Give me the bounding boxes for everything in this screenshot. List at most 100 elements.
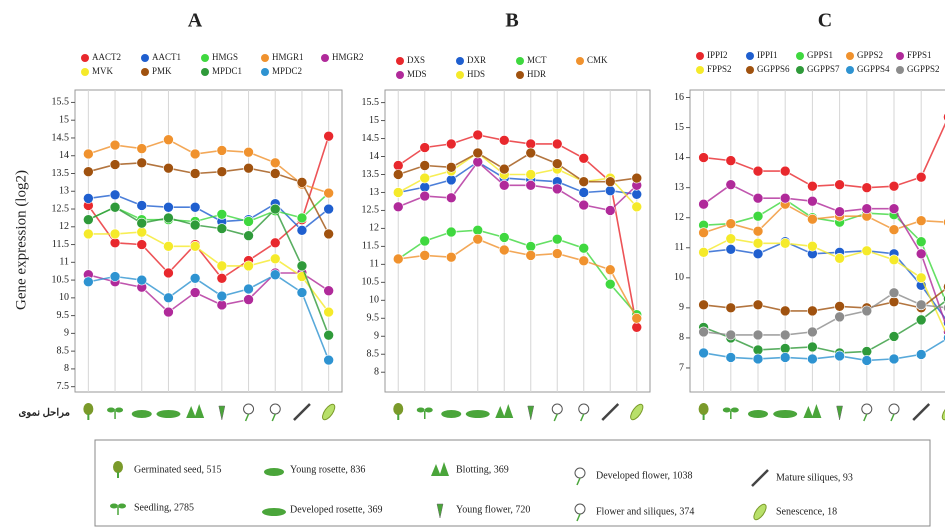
y-tick-label: 14.5	[52, 132, 70, 143]
data-point	[297, 213, 307, 223]
data-point	[83, 215, 93, 225]
legend-label: GPPS1	[807, 50, 833, 60]
y-tick-label: 13	[59, 186, 69, 197]
chart-title: A	[188, 10, 203, 32]
legend-label: MVK	[92, 66, 114, 76]
data-point	[835, 253, 845, 263]
data-point	[270, 238, 280, 248]
data-point	[726, 234, 736, 244]
data-point	[473, 225, 483, 235]
y-tick-label: 15	[369, 115, 379, 126]
data-point	[163, 213, 173, 223]
stage-icon	[552, 404, 562, 414]
stage-legend-label: Seedling, 2785	[134, 502, 194, 513]
data-point	[446, 139, 456, 149]
data-point	[110, 238, 120, 248]
data-point	[110, 140, 120, 150]
legend-label: FPPS2	[707, 64, 732, 74]
data-point	[420, 182, 430, 192]
data-point	[499, 180, 509, 190]
data-point	[835, 312, 845, 322]
chart-title: B	[505, 10, 518, 32]
data-point	[726, 303, 736, 313]
stage-icon	[699, 403, 709, 415]
data-point	[324, 307, 334, 317]
y-tick-label: 15.5	[362, 97, 380, 108]
data-point	[889, 354, 899, 364]
data-point	[605, 265, 615, 275]
data-point	[270, 204, 280, 214]
data-point	[137, 158, 147, 168]
data-point	[889, 204, 899, 214]
data-point	[393, 187, 403, 197]
data-point	[699, 228, 709, 238]
data-point	[163, 268, 173, 278]
legend-marker	[201, 54, 209, 62]
legend-label: GGPPS2	[907, 64, 940, 74]
stage-legend-label: Blotting, 369	[456, 464, 509, 475]
legend-marker	[896, 52, 904, 60]
data-point	[699, 199, 709, 209]
data-point	[807, 196, 817, 206]
data-point	[835, 180, 845, 190]
data-point	[579, 187, 589, 197]
y-tick-label: 13.5	[362, 169, 380, 180]
data-point	[473, 148, 483, 158]
stage-icon	[579, 404, 589, 414]
stage-icon	[186, 404, 204, 418]
data-point	[270, 168, 280, 178]
legend-label: FPPS1	[907, 50, 932, 60]
legend-label: PMK	[152, 66, 172, 76]
y-tick-label: 12	[674, 212, 684, 223]
stage-icon	[575, 468, 585, 478]
data-point	[807, 306, 817, 316]
stage-icon	[294, 404, 310, 420]
y-tick-label: 13.5	[52, 168, 70, 179]
data-point	[605, 177, 615, 187]
legend-label: DXS	[407, 55, 425, 65]
legend-marker	[516, 71, 524, 79]
data-point	[499, 245, 509, 255]
data-point	[190, 273, 200, 283]
figure: Gene expression (log2) مراحل نموی A7.588…	[0, 0, 945, 529]
data-point	[244, 295, 254, 305]
data-point	[753, 249, 763, 259]
legend-label: GGPPS4	[857, 64, 890, 74]
y-tick-label: 8.5	[57, 345, 70, 356]
data-point	[163, 293, 173, 303]
data-point	[699, 153, 709, 163]
data-point	[916, 172, 926, 182]
y-tick-label: 14	[369, 151, 379, 162]
y-tick-label: 9.5	[57, 310, 70, 321]
data-point	[552, 249, 562, 259]
data-point	[190, 202, 200, 212]
y-tick-label: 15.5	[52, 97, 70, 108]
legend-label: AACT2	[92, 52, 121, 62]
data-point	[753, 354, 763, 364]
data-point	[217, 224, 227, 234]
legend-marker	[141, 54, 149, 62]
data-point	[579, 243, 589, 253]
y-tick-label: 10	[369, 295, 379, 306]
legend-marker	[696, 66, 704, 74]
data-point	[217, 145, 227, 155]
data-point	[190, 288, 200, 298]
stage-icon	[113, 461, 123, 473]
y-tick-label: 8.5	[367, 349, 380, 360]
legend-label: GPPS2	[857, 50, 883, 60]
data-point	[446, 227, 456, 237]
stage-icon	[246, 414, 249, 421]
data-point	[499, 164, 509, 174]
data-point	[916, 273, 926, 283]
stage-icon	[83, 403, 93, 415]
data-point	[324, 204, 334, 214]
legend-label: GGPPS7	[807, 64, 840, 74]
data-point	[552, 234, 562, 244]
legend-label: HDS	[467, 69, 485, 79]
stage-icon	[495, 404, 513, 418]
y-tick-label: 7.5	[57, 381, 70, 392]
data-point	[110, 272, 120, 282]
data-point	[526, 139, 536, 149]
data-point	[163, 307, 173, 317]
y-tick-label: 15	[59, 114, 69, 125]
